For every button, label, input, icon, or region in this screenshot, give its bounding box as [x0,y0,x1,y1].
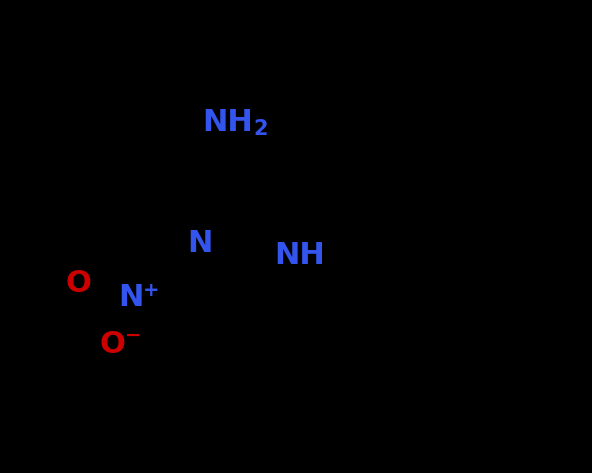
Text: O: O [65,269,91,298]
Text: NH: NH [202,108,253,137]
Text: N: N [118,283,144,312]
Text: +: + [143,280,160,300]
Text: −: − [125,325,141,344]
Text: NH: NH [274,241,325,270]
Text: N: N [188,229,213,258]
Text: O: O [100,330,126,359]
Text: 2: 2 [254,119,268,139]
